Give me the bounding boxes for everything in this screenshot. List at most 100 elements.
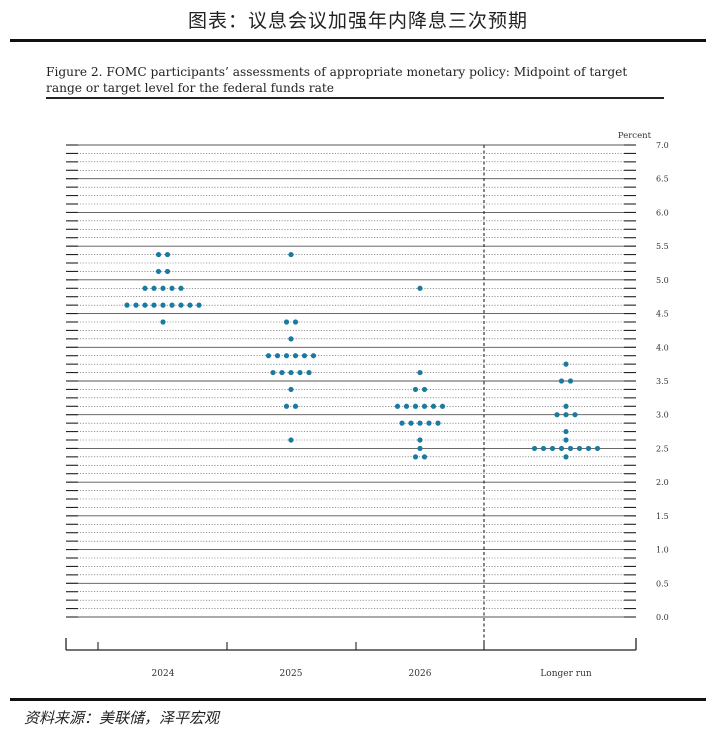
participant-dot bbox=[310, 353, 317, 359]
participant-dot bbox=[155, 251, 162, 258]
participant-dot bbox=[142, 285, 148, 291]
participant-dot bbox=[288, 437, 294, 443]
participant-dot bbox=[412, 403, 419, 409]
participant-dot bbox=[585, 445, 592, 452]
participant-dot bbox=[288, 251, 294, 258]
participant-dot bbox=[576, 445, 583, 452]
participant-dot bbox=[196, 302, 202, 308]
participant-dot bbox=[549, 445, 556, 452]
dot-plot-chart: 0.0 0.5 1.0 1.5 2.0 2.5 3.0 3.5 4.0 4.5 5.0 5.5 6.0 6… bbox=[65, 131, 669, 679]
participant-dot bbox=[292, 403, 299, 409]
participant-dot bbox=[417, 369, 423, 376]
participant-dot bbox=[187, 302, 193, 308]
y-tick-label: 5.0 bbox=[656, 276, 669, 285]
participant-dot bbox=[563, 437, 569, 443]
participant-dot bbox=[274, 353, 281, 359]
y-tick-label: 5.5 bbox=[656, 242, 669, 251]
participant-dot bbox=[430, 403, 437, 409]
figure-caption: Figure 2. FOMC participants’ assessments… bbox=[46, 65, 628, 95]
participant-dot bbox=[142, 302, 148, 308]
participant-dot bbox=[288, 386, 294, 393]
y-tick-label: 4.0 bbox=[656, 343, 669, 352]
participant-dot bbox=[270, 369, 276, 376]
participant-dot bbox=[412, 454, 419, 460]
participant-dot bbox=[169, 285, 175, 291]
participant-dot bbox=[292, 353, 299, 359]
x-category-label: 2024 bbox=[152, 669, 175, 679]
participant-dot bbox=[124, 302, 130, 308]
participant-dot bbox=[563, 361, 569, 367]
participant-dot bbox=[563, 428, 569, 435]
participant-dot bbox=[160, 285, 166, 291]
participant-dot bbox=[417, 420, 423, 426]
participant-dot bbox=[133, 302, 139, 308]
participant-dot bbox=[531, 445, 538, 452]
participant-dot bbox=[155, 268, 162, 275]
participant-dot bbox=[421, 454, 428, 460]
participant-dot bbox=[265, 353, 272, 359]
y-tick-label: 1.5 bbox=[656, 512, 669, 521]
participant-dot bbox=[408, 420, 414, 426]
x-category-label: 2025 bbox=[280, 669, 303, 679]
participant-dot bbox=[151, 285, 157, 291]
participant-dot bbox=[563, 403, 569, 409]
participant-dot bbox=[421, 386, 428, 393]
footer-divider bbox=[10, 698, 706, 701]
participant-dot bbox=[417, 285, 423, 291]
participant-dot bbox=[178, 285, 184, 291]
report-title: 图表：议息会议加强年内降息三次预期 bbox=[187, 10, 528, 32]
title-divider bbox=[10, 39, 706, 42]
participant-dot bbox=[417, 445, 423, 452]
y-tick-label: 1.0 bbox=[656, 546, 669, 555]
y-tick-label: 3.0 bbox=[656, 411, 669, 420]
participant-dot bbox=[164, 268, 171, 275]
participant-dot bbox=[567, 378, 574, 384]
participant-dot bbox=[297, 369, 303, 376]
participant-dot bbox=[439, 403, 446, 409]
participant-dot bbox=[554, 412, 560, 418]
participant-dot bbox=[283, 319, 290, 325]
caption-divider bbox=[46, 97, 664, 99]
participant-dot bbox=[412, 386, 419, 393]
y-tick-label: 3.5 bbox=[656, 377, 669, 386]
participant-dot bbox=[288, 336, 294, 342]
participant-dot bbox=[306, 369, 312, 376]
y-tick-label: 4.5 bbox=[656, 310, 669, 319]
participant-dot bbox=[417, 437, 423, 443]
x-category-label: Longer run bbox=[540, 669, 592, 679]
y-tick-label: 6.5 bbox=[656, 175, 669, 184]
participant-dot bbox=[403, 403, 410, 409]
participant-dot bbox=[394, 403, 401, 409]
y-tick-label: 2.5 bbox=[656, 444, 669, 453]
participant-dot bbox=[567, 445, 574, 452]
participant-dot bbox=[160, 319, 166, 325]
participant-dot bbox=[178, 302, 184, 308]
participant-dot bbox=[558, 378, 565, 384]
participant-dot bbox=[540, 445, 547, 452]
y-tick-label: 0.0 bbox=[656, 613, 669, 622]
participant-dot bbox=[283, 353, 290, 359]
participant-dot bbox=[421, 403, 428, 409]
source-note: 资料来源：美联储，泽平宏观 bbox=[24, 709, 220, 727]
y-tick-label: 2.0 bbox=[656, 478, 669, 487]
participant-dot bbox=[164, 251, 171, 258]
x-category-label: 2026 bbox=[409, 669, 432, 679]
participant-dot bbox=[292, 319, 299, 325]
participant-dot bbox=[426, 420, 432, 426]
participant-dot bbox=[594, 445, 601, 452]
participant-dot bbox=[279, 369, 285, 376]
y-axis-label: Percent bbox=[618, 131, 652, 141]
participant-dot bbox=[160, 302, 166, 308]
y-tick-label: 7.0 bbox=[656, 141, 669, 150]
participant-dot bbox=[435, 420, 441, 426]
participant-dot bbox=[283, 403, 290, 409]
participant-dot bbox=[563, 412, 569, 418]
participant-dot bbox=[563, 454, 569, 460]
y-tick-label: 6.0 bbox=[656, 208, 669, 217]
participant-dot bbox=[572, 412, 578, 418]
participant-dot bbox=[151, 302, 157, 308]
y-tick-label: 0.5 bbox=[656, 579, 669, 588]
participant-dot bbox=[301, 353, 308, 359]
participant-dot bbox=[288, 369, 294, 376]
participant-dot bbox=[558, 445, 565, 452]
